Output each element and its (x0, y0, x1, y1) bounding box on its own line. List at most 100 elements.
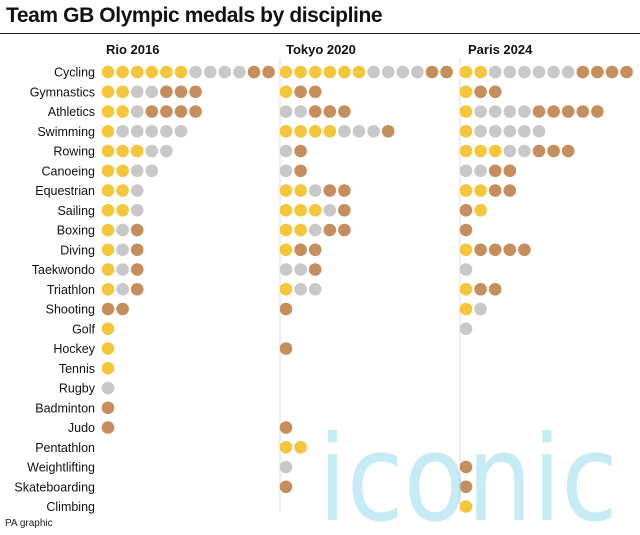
bronze-medal-dot (279, 421, 293, 434)
silver-medal-dot (130, 85, 144, 99)
silver-medal-dot (474, 164, 487, 178)
silver-medal-dot (145, 85, 159, 99)
bronze-medal-dot (459, 203, 473, 217)
bronze-medal-dot (279, 302, 293, 316)
gold-medal-dot (101, 263, 115, 276)
discipline-label: Badminton (35, 401, 95, 415)
silver-medal-dot (411, 65, 424, 79)
gold-medal-dot (308, 124, 322, 138)
silver-medal-dot (488, 105, 502, 118)
bronze-medal-dot (308, 263, 322, 276)
bronze-medal-dot (547, 144, 560, 158)
bronze-medal-dot (338, 203, 351, 217)
gold-medal-dot (101, 243, 115, 257)
gold-medal-dot (101, 342, 115, 355)
bronze-medal-dot (160, 105, 173, 118)
discipline-label: Equestrian (35, 184, 95, 198)
bronze-medal-dot (189, 85, 202, 99)
discipline-label: Gymnastics (30, 85, 95, 99)
gold-medal-dot (279, 85, 293, 99)
gold-medal-dot (459, 124, 473, 138)
silver-medal-dot (474, 124, 487, 138)
gold-medal-dot (474, 144, 487, 158)
silver-medal-dot (130, 164, 144, 178)
bronze-medal-dot (503, 164, 517, 178)
discipline-label: Canoeing (41, 164, 95, 178)
gold-medal-dot (116, 65, 129, 79)
bronze-medal-dot (440, 65, 453, 79)
bronze-medal-dot (308, 105, 322, 118)
gold-medal-dot (116, 105, 129, 118)
silver-medal-dot (561, 65, 575, 79)
bronze-medal-dot (338, 105, 351, 118)
gold-medal-dot (101, 85, 115, 99)
silver-medal-dot (294, 263, 307, 276)
gold-medal-dot (279, 124, 293, 138)
silver-medal-dot (532, 65, 546, 79)
silver-medal-dot (503, 124, 517, 138)
gold-medal-dot (130, 65, 144, 79)
silver-medal-dot (101, 381, 115, 395)
bronze-medal-dot (459, 460, 473, 474)
silver-medal-dot (189, 65, 202, 79)
silver-medal-dot (459, 164, 473, 178)
silver-medal-dot (503, 65, 517, 79)
gold-medal-dot (294, 223, 307, 237)
bronze-medal-dot (101, 302, 115, 316)
gold-medal-dot (101, 184, 115, 197)
bronze-medal-dot (547, 105, 560, 118)
bronze-medal-dot (459, 223, 473, 237)
discipline-label: Boxing (57, 224, 95, 238)
watermark-text: iconic (318, 430, 618, 530)
bronze-medal-dot (591, 65, 604, 79)
iconic-watermark: iconic (318, 430, 618, 530)
bronze-medal-dot (576, 105, 590, 118)
bronze-medal-dot (116, 302, 129, 316)
gold-medal-dot (101, 164, 115, 178)
gold-medal-dot (101, 203, 115, 217)
gold-medal-dot (459, 282, 473, 296)
gold-medal-dot (294, 65, 307, 79)
gold-medal-dot (101, 124, 115, 138)
gold-medal-dot (474, 203, 487, 217)
silver-medal-dot (145, 124, 159, 138)
gold-medal-dot (279, 203, 293, 217)
silver-medal-dot (518, 105, 531, 118)
bronze-medal-dot (474, 85, 487, 99)
gold-medal-dot (116, 144, 129, 158)
discipline-label: Shooting (46, 303, 95, 317)
bronze-medal-dot (425, 65, 439, 79)
silver-medal-dot (116, 124, 129, 138)
gold-medal-dot (279, 223, 293, 237)
silver-medal-dot (130, 105, 144, 118)
silver-medal-dot (459, 263, 473, 276)
discipline-label: Skateboarding (14, 480, 95, 494)
silver-medal-dot (474, 105, 487, 118)
discipline-label: Swimming (37, 125, 95, 139)
silver-medal-dot (367, 65, 380, 79)
silver-medal-dot (474, 302, 487, 316)
silver-medal-dot (488, 124, 502, 138)
bronze-medal-dot (532, 105, 546, 118)
silver-medal-dot (294, 105, 307, 118)
bronze-medal-dot (488, 164, 502, 178)
silver-medal-dot (233, 65, 246, 79)
discipline-label: Diving (60, 243, 95, 257)
silver-medal-dot (294, 282, 307, 296)
silver-medal-dot (279, 105, 293, 118)
bronze-medal-dot (145, 105, 159, 118)
gold-medal-dot (116, 203, 129, 217)
gold-medal-dot (294, 124, 307, 138)
silver-medal-dot (518, 124, 531, 138)
bronze-medal-dot (189, 105, 202, 118)
bronze-medal-dot (518, 243, 531, 257)
gold-medal-dot (488, 144, 502, 158)
bronze-medal-dot (532, 144, 546, 158)
discipline-label: Athletics (48, 105, 95, 119)
title-divider (0, 33, 640, 34)
discipline-label: Weightlifting (27, 461, 95, 475)
silver-medal-dot (116, 243, 129, 257)
bronze-medal-dot (130, 282, 144, 296)
bronze-medal-dot (620, 65, 633, 79)
